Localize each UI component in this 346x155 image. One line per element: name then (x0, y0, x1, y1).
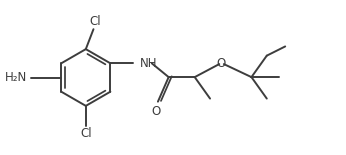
Text: Cl: Cl (89, 15, 101, 28)
Text: NH: NH (139, 57, 157, 70)
Text: O: O (152, 105, 161, 118)
Text: O: O (216, 57, 225, 70)
Text: Cl: Cl (80, 127, 92, 140)
Text: H₂N: H₂N (5, 71, 28, 84)
